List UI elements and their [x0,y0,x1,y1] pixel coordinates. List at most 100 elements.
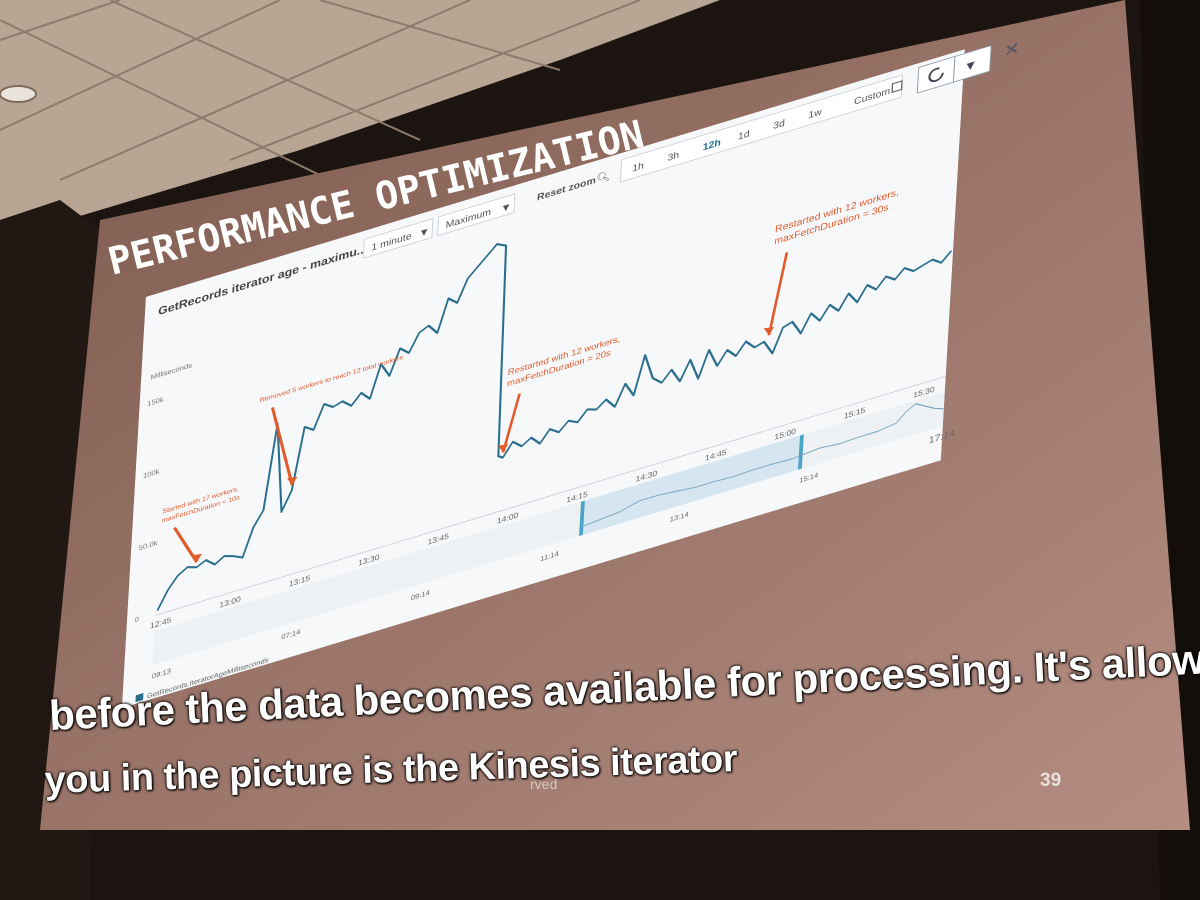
series-point [624,383,627,385]
statistic-select[interactable] [437,193,516,237]
series-point [922,264,924,267]
series-point [735,355,737,357]
series-point [810,312,812,315]
series-point [280,511,283,513]
magnifier-icon: 🔍︎ [596,169,611,185]
series-point [486,254,489,257]
annotation-arrowhead [497,444,509,453]
series-point [399,347,401,350]
series-point [763,341,765,343]
series-point [476,266,479,268]
y-tick-label: 0 [134,615,139,625]
chevron-down-icon: ▼ [421,226,429,237]
series-point [177,574,179,577]
series-point [829,304,831,306]
series-point [369,397,371,400]
series-point [205,559,207,561]
series-point [614,406,616,408]
series-point [232,555,235,557]
series-point [539,442,541,445]
series-point [605,398,607,401]
annotation-arrowhead [763,326,775,336]
close-icon[interactable]: ✕ [1003,38,1020,62]
series-point [497,455,500,457]
series-point [241,556,244,559]
series-point [467,277,469,280]
series-point [427,324,430,327]
series-point [418,332,420,334]
time-range-1h[interactable]: 1h [632,161,645,175]
series-point [875,288,877,291]
series-point [894,278,896,281]
series-point [291,489,293,491]
series-point [408,352,410,354]
series-point [156,609,159,611]
series-point [223,555,226,557]
series-point [940,261,943,264]
series-point [800,332,802,335]
series-point [950,250,952,252]
series-point [771,352,774,355]
x-axis-line [155,375,946,616]
navigator-handle-left[interactable] [579,500,585,536]
series-point [214,563,216,566]
series-point [530,436,532,439]
series-point [456,302,459,304]
series-point [753,346,756,349]
series-point [847,292,850,295]
series-point [549,428,551,430]
slide-copyright: rved [530,776,558,792]
series-point [856,301,858,303]
series-point [912,270,915,272]
series-point [512,441,514,443]
series-point [186,566,189,568]
calendar-icon [891,80,903,94]
period-select[interactable] [362,218,434,259]
series-point [502,456,504,459]
series-point [505,244,507,247]
navigator-series [581,403,944,528]
navigator-selection[interactable] [580,434,802,536]
navigator-handle-right[interactable] [798,434,804,470]
series-point [644,354,646,356]
series-point [558,431,560,433]
time-range-1d[interactable]: 1d [738,129,751,143]
widget-plot-area [121,49,965,708]
series-point [885,275,887,278]
series-point [323,403,325,405]
time-range-3h[interactable]: 3h [667,150,680,164]
series-point [689,359,692,361]
series-point [576,421,579,423]
series-point [312,429,315,431]
chevron-down-icon: ▼ [966,60,975,73]
series-point [447,297,450,300]
annotation-arrowhead [286,476,298,486]
series-point [195,566,198,569]
series-point [360,392,362,394]
annotation-arrow [501,393,521,453]
refresh-dropdown-button[interactable] [952,44,992,83]
series-point [350,405,353,407]
ceiling-light [0,85,37,103]
series-point [670,369,673,371]
time-range-1w[interactable]: 1w [808,107,823,121]
series-point [341,400,344,403]
series-point [388,375,391,377]
time-range-3d[interactable]: 3d [773,118,786,132]
series-point [332,406,334,408]
series-point [903,267,906,269]
slide-number: 39 [1040,770,1062,791]
series-point [716,365,718,367]
series-point [167,589,169,591]
series-point [837,310,840,312]
series-point [567,420,570,422]
chevron-down-icon: ▼ [503,201,511,212]
annotation-arrowhead [191,553,202,563]
series-point [819,319,821,322]
series-point [745,340,747,343]
annotation-arrow [270,406,294,486]
series-point [866,284,869,286]
series-point [303,426,306,428]
series-point [697,377,699,380]
